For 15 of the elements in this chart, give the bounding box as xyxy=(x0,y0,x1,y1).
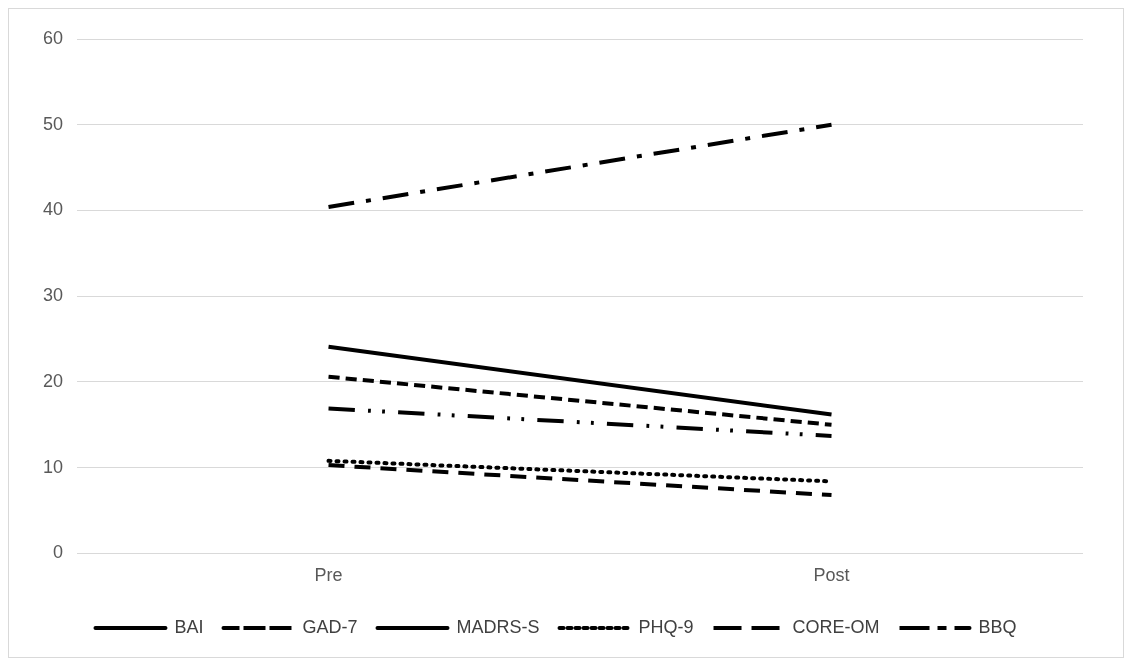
legend-label: CORE-OM xyxy=(792,616,880,637)
y-tick-label: 20 xyxy=(42,370,64,391)
y-tick-label: 40 xyxy=(42,199,64,220)
legend-label: BBQ xyxy=(978,616,1017,637)
legend-label: PHQ-9 xyxy=(638,616,694,637)
y-tick-label: 30 xyxy=(42,285,64,306)
y-tick-label: 50 xyxy=(42,113,64,134)
legend-label: BAI xyxy=(174,616,204,637)
y-tick-label: 60 xyxy=(42,27,64,48)
legend-label: GAD-7 xyxy=(302,616,358,637)
legend-label: MADRS-S xyxy=(456,616,540,637)
x-tick-label: Pre xyxy=(314,565,343,586)
x-tick-label: Post xyxy=(813,565,850,586)
y-tick-label: 0 xyxy=(53,542,64,563)
y-tick-label: 10 xyxy=(42,456,64,477)
